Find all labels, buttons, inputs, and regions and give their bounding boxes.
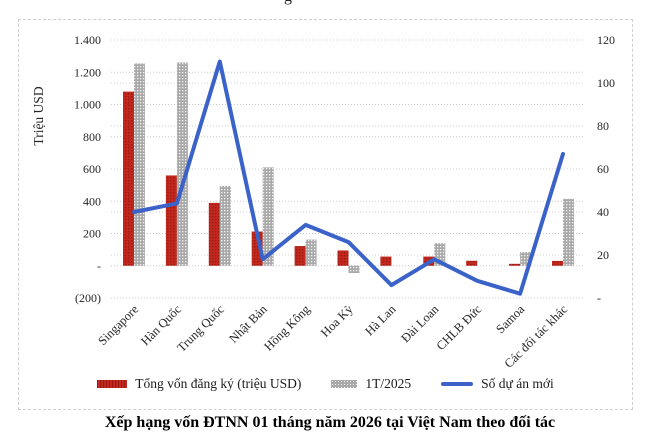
bar-1t2025-Đài Loan — [434, 243, 446, 266]
left-axis-tick-label: 400 — [83, 194, 101, 208]
category-label-Samoa: Samoa — [493, 302, 527, 336]
bar-1t2025-Samoa — [520, 252, 532, 266]
legend-item-new-projects: Số dự án mới — [441, 376, 554, 392]
right-axis-tick-label: - — [597, 291, 601, 305]
category-label-CHLB Đức: CHLB Đức — [434, 302, 485, 353]
red-bar-swatch-icon — [97, 380, 128, 388]
bar-registered-capital-Hồng Kông — [294, 246, 306, 266]
right-axis-tick-label: 40 — [597, 205, 609, 219]
category-label-Hồng Kông: Hồng Kông — [261, 302, 313, 354]
right-axis-tick-label: 20 — [597, 248, 609, 262]
line-new-projects — [132, 59, 565, 296]
chart-caption: Xếp hạng vốn ĐTNN 01 tháng năm 2026 tại … — [104, 414, 556, 431]
bar-registered-capital-Nhật Bản — [251, 231, 263, 266]
category-label-Hà Lan: Hà Lan — [362, 302, 399, 339]
bar-1t2025-Singapore — [134, 63, 145, 266]
left-axis-tick-label: 1.000 — [74, 98, 101, 112]
bar-registered-capital-Samoa — [509, 263, 521, 266]
left-axis-tick-label: 800 — [83, 130, 101, 144]
left-axis-tick-label: 600 — [83, 162, 101, 176]
category-label-Hoa Kỳ: Hoa Kỳ — [318, 302, 356, 340]
bar-registered-capital-Hoa Kỳ — [337, 250, 349, 266]
bar-1t2025-Hàn Quốc — [176, 62, 188, 266]
gray-bar-swatch-icon — [331, 380, 358, 388]
right-axis-tick-label: 60 — [597, 162, 609, 176]
left-axis-tick-label: (200) — [75, 291, 101, 305]
bar-registered-capital-Singapore — [123, 91, 134, 266]
bar-1t2025-Hồng Kông — [305, 239, 317, 266]
gridlines — [111, 39, 583, 299]
bar-1t2025-Trung Quốc — [219, 185, 231, 266]
bar-registered-capital-Hà Lan — [380, 256, 392, 266]
category-label-Singapore: Singapore — [95, 302, 141, 348]
cropped-title-glyph: g — [284, 0, 300, 6]
legend-label: 1T/2025 — [365, 376, 412, 391]
line-series — [132, 59, 565, 296]
axis-labels: 1.400 1.200 1.000 800 600 400 200 - (200) 120 100 8… — [31, 33, 615, 371]
legend-item-registered-capital: Tổng vốn đăng ký (triệu USD) — [97, 376, 301, 392]
blue-line-swatch-icon — [441, 382, 474, 386]
bar-1t2025-Các đối tác khác — [563, 198, 574, 266]
left-axis-tick-label: - — [97, 259, 101, 273]
right-axis-tick-label: 100 — [597, 76, 615, 90]
left-axis-tick-label: 1.400 — [74, 33, 101, 47]
left-axis-title: Triệu USD — [31, 86, 46, 145]
bar-registered-capital-Hàn Quốc — [165, 175, 177, 266]
legend-label: Tổng vốn đăng ký (triệu USD) — [135, 376, 302, 391]
category-label-Nhật Bản: Nhật Bản — [226, 302, 270, 346]
left-axis-tick-label: 200 — [83, 227, 101, 241]
legend-label: Số dự án mới — [481, 376, 554, 391]
bar-registered-capital-Trung Quốc — [208, 202, 220, 266]
right-axis-tick-label: 120 — [597, 33, 615, 47]
category-label-Trung Quốc: Trung Quốc — [174, 302, 227, 355]
right-axis-tick-label: 80 — [597, 119, 609, 133]
bar-1t2025-Nhật Bản — [262, 167, 274, 266]
bar-series — [123, 62, 574, 274]
cropped-title-text: g — [284, 0, 300, 7]
bar-1t2025-Hoa Kỳ — [348, 265, 360, 274]
bar-registered-capital-Các đối tác khác — [552, 260, 563, 266]
legend: Tổng vốn đăng ký (triệu USD) 1T/2025 Số … — [19, 376, 632, 392]
category-label-Đài Loan: Đài Loan — [398, 302, 442, 346]
bar-registered-capital-CHLB Đức — [466, 260, 478, 266]
chart-area: 1.400 1.200 1.000 800 600 400 200 - (200) 120 100 8… — [18, 19, 633, 410]
combo-chart-plot: 1.400 1.200 1.000 800 600 400 200 - (200) 120 100 8… — [31, 33, 615, 371]
legend-item-1t2025: 1T/2025 — [331, 376, 411, 392]
left-axis-tick-label: 1.200 — [74, 65, 101, 79]
